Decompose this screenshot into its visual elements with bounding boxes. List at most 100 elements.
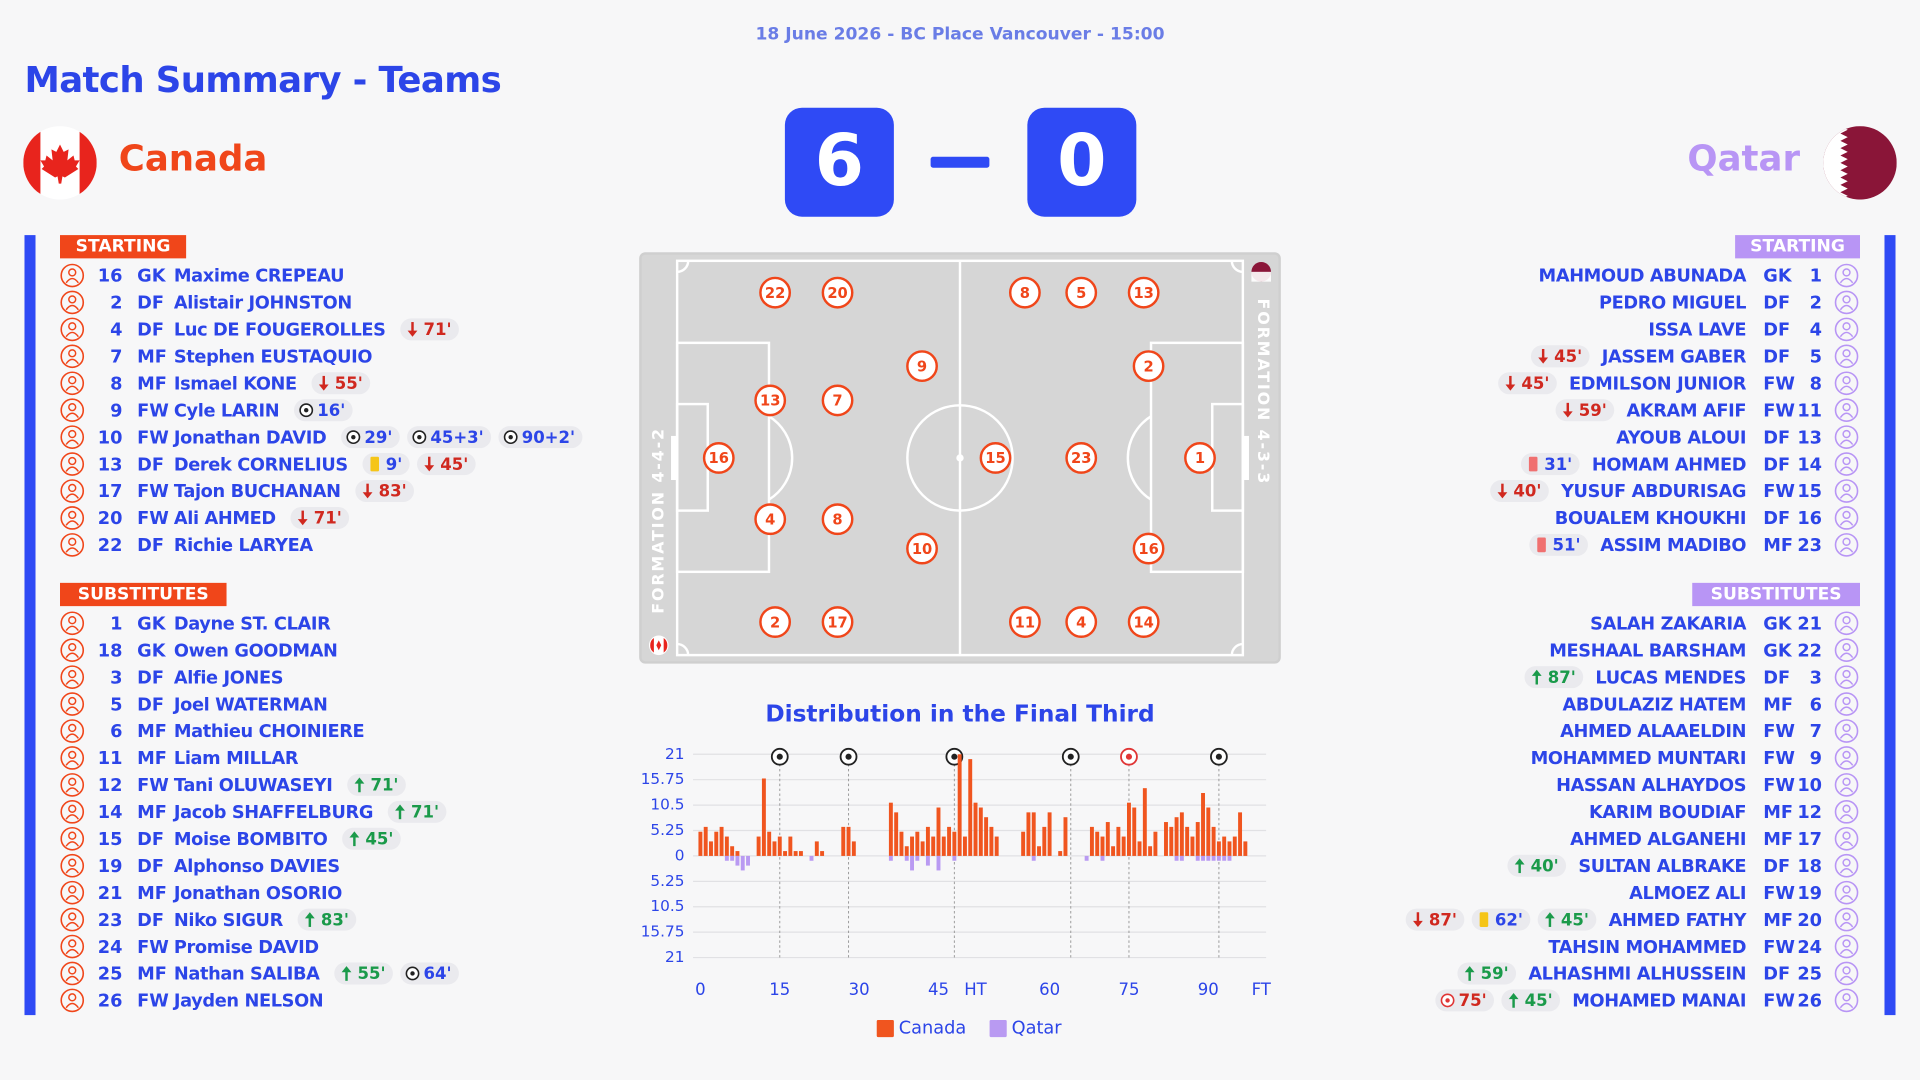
player-name: MOHAMED MANAI xyxy=(1572,992,1746,1012)
player-position: DF xyxy=(137,857,164,877)
player-position: FW xyxy=(137,992,169,1012)
player-position: GK xyxy=(1763,267,1793,287)
player-icon xyxy=(60,988,85,1013)
event-label: 9' xyxy=(386,455,403,474)
player-position: FW xyxy=(1763,482,1795,502)
player-icon xyxy=(60,398,85,423)
bar xyxy=(1169,826,1174,856)
event-pill xyxy=(498,426,583,449)
bar xyxy=(910,855,914,871)
player-icon xyxy=(1834,479,1859,503)
event-pill xyxy=(355,480,414,503)
player-position: FW xyxy=(1763,749,1795,769)
player-name: ALMOEZ ALI xyxy=(1629,884,1746,904)
player-marker-number: 2 xyxy=(770,614,780,631)
home-formation: FORMATION 4-4-2 xyxy=(648,427,667,614)
player-marker-number: 15 xyxy=(985,450,1005,467)
goal-marker-core xyxy=(951,753,958,760)
home-team-name: Canada xyxy=(119,138,268,179)
player-icon-body xyxy=(65,625,79,632)
bar xyxy=(767,831,772,856)
player-name: Jonathan DAVID xyxy=(173,428,327,448)
player-icon xyxy=(60,263,85,288)
player-number: 24 xyxy=(98,938,123,958)
player-name: Mathieu CHOINIERE xyxy=(174,722,364,742)
player-icon-body xyxy=(1839,439,1854,445)
player-name: ALHASHMI ALHUSSEIN xyxy=(1528,965,1746,985)
sub-off-icon xyxy=(1505,384,1516,391)
event-label: 87' xyxy=(1429,910,1457,929)
player-icon-body xyxy=(65,733,79,739)
player-icon-body xyxy=(65,814,79,820)
player-icon-head xyxy=(68,966,77,975)
sub-off-icon xyxy=(1497,492,1508,499)
event-pill xyxy=(297,908,357,931)
away-score-box xyxy=(1027,107,1137,217)
player-marker-number: 8 xyxy=(832,511,842,528)
bar xyxy=(899,831,904,856)
player-marker xyxy=(979,442,1012,474)
player-name: KARIM BOUDIAF xyxy=(1589,803,1746,823)
player-icon-body xyxy=(1839,466,1854,472)
event-label: 16' xyxy=(317,401,345,420)
player-icon xyxy=(60,934,85,959)
player-number: 24 xyxy=(1797,938,1822,958)
player-icon xyxy=(1834,665,1859,689)
player-position: DF xyxy=(1763,509,1790,529)
goal-icon xyxy=(417,434,422,440)
player-icon-body xyxy=(65,787,79,793)
player-marker-number: 16 xyxy=(709,450,729,467)
bar xyxy=(904,846,909,856)
player-number: 23 xyxy=(98,911,123,931)
player-marker xyxy=(1132,532,1165,565)
player-icon-body xyxy=(1839,975,1854,982)
player-number: 3 xyxy=(1810,668,1822,688)
player-number: 20 xyxy=(1797,911,1822,931)
yellow-card-icon xyxy=(1479,912,1489,927)
bar xyxy=(730,855,735,861)
player-name: Cyle LARIN xyxy=(174,401,279,421)
player-number: 7 xyxy=(1810,722,1822,742)
player-icon-head xyxy=(68,642,77,652)
player-number: 14 xyxy=(1797,455,1822,475)
player-icon xyxy=(1834,746,1859,770)
player-icon xyxy=(1834,611,1859,636)
player-marker xyxy=(1065,442,1098,474)
player-icon-head xyxy=(68,831,77,840)
bar xyxy=(1179,855,1184,861)
player-position: GK xyxy=(1763,614,1793,634)
player-position: DF xyxy=(1763,321,1790,341)
player-number: 16 xyxy=(1797,509,1822,529)
player-icon xyxy=(1834,853,1859,878)
player-icon-body xyxy=(65,975,79,982)
player-name: AHMED ALGANEHI xyxy=(1570,830,1746,850)
event-label: 71' xyxy=(370,776,398,795)
player-icon-head xyxy=(1842,696,1851,706)
player-icon-body xyxy=(65,331,79,338)
player-number: 8 xyxy=(110,374,122,394)
player-icon xyxy=(1834,317,1859,342)
player-icon-head xyxy=(68,669,77,679)
player-icon-head xyxy=(1842,912,1851,921)
bar xyxy=(1174,855,1179,861)
event-label: 62' xyxy=(1495,910,1523,929)
player-icon-head xyxy=(68,537,77,547)
bar xyxy=(798,851,803,856)
player-icon xyxy=(1834,506,1859,530)
bar xyxy=(1026,812,1031,856)
player-icon xyxy=(60,533,85,557)
player-icon xyxy=(1834,988,1859,1013)
player-position: FW xyxy=(1763,884,1795,904)
player-icon-head xyxy=(1842,322,1851,331)
player-icon-head xyxy=(1842,939,1851,948)
event-pill xyxy=(1457,962,1517,985)
goal-marker-core xyxy=(845,753,852,760)
event-label: 45' xyxy=(1561,910,1589,929)
player-name: Ismael KONE xyxy=(174,374,297,394)
legend-label: Canada xyxy=(899,1019,967,1039)
player-number: 26 xyxy=(1797,992,1822,1012)
player-name: ASSIM MADIBO xyxy=(1600,536,1746,556)
player-icon-head xyxy=(1842,642,1851,652)
player-icon-head xyxy=(68,429,77,439)
player-icon-body xyxy=(65,466,79,472)
